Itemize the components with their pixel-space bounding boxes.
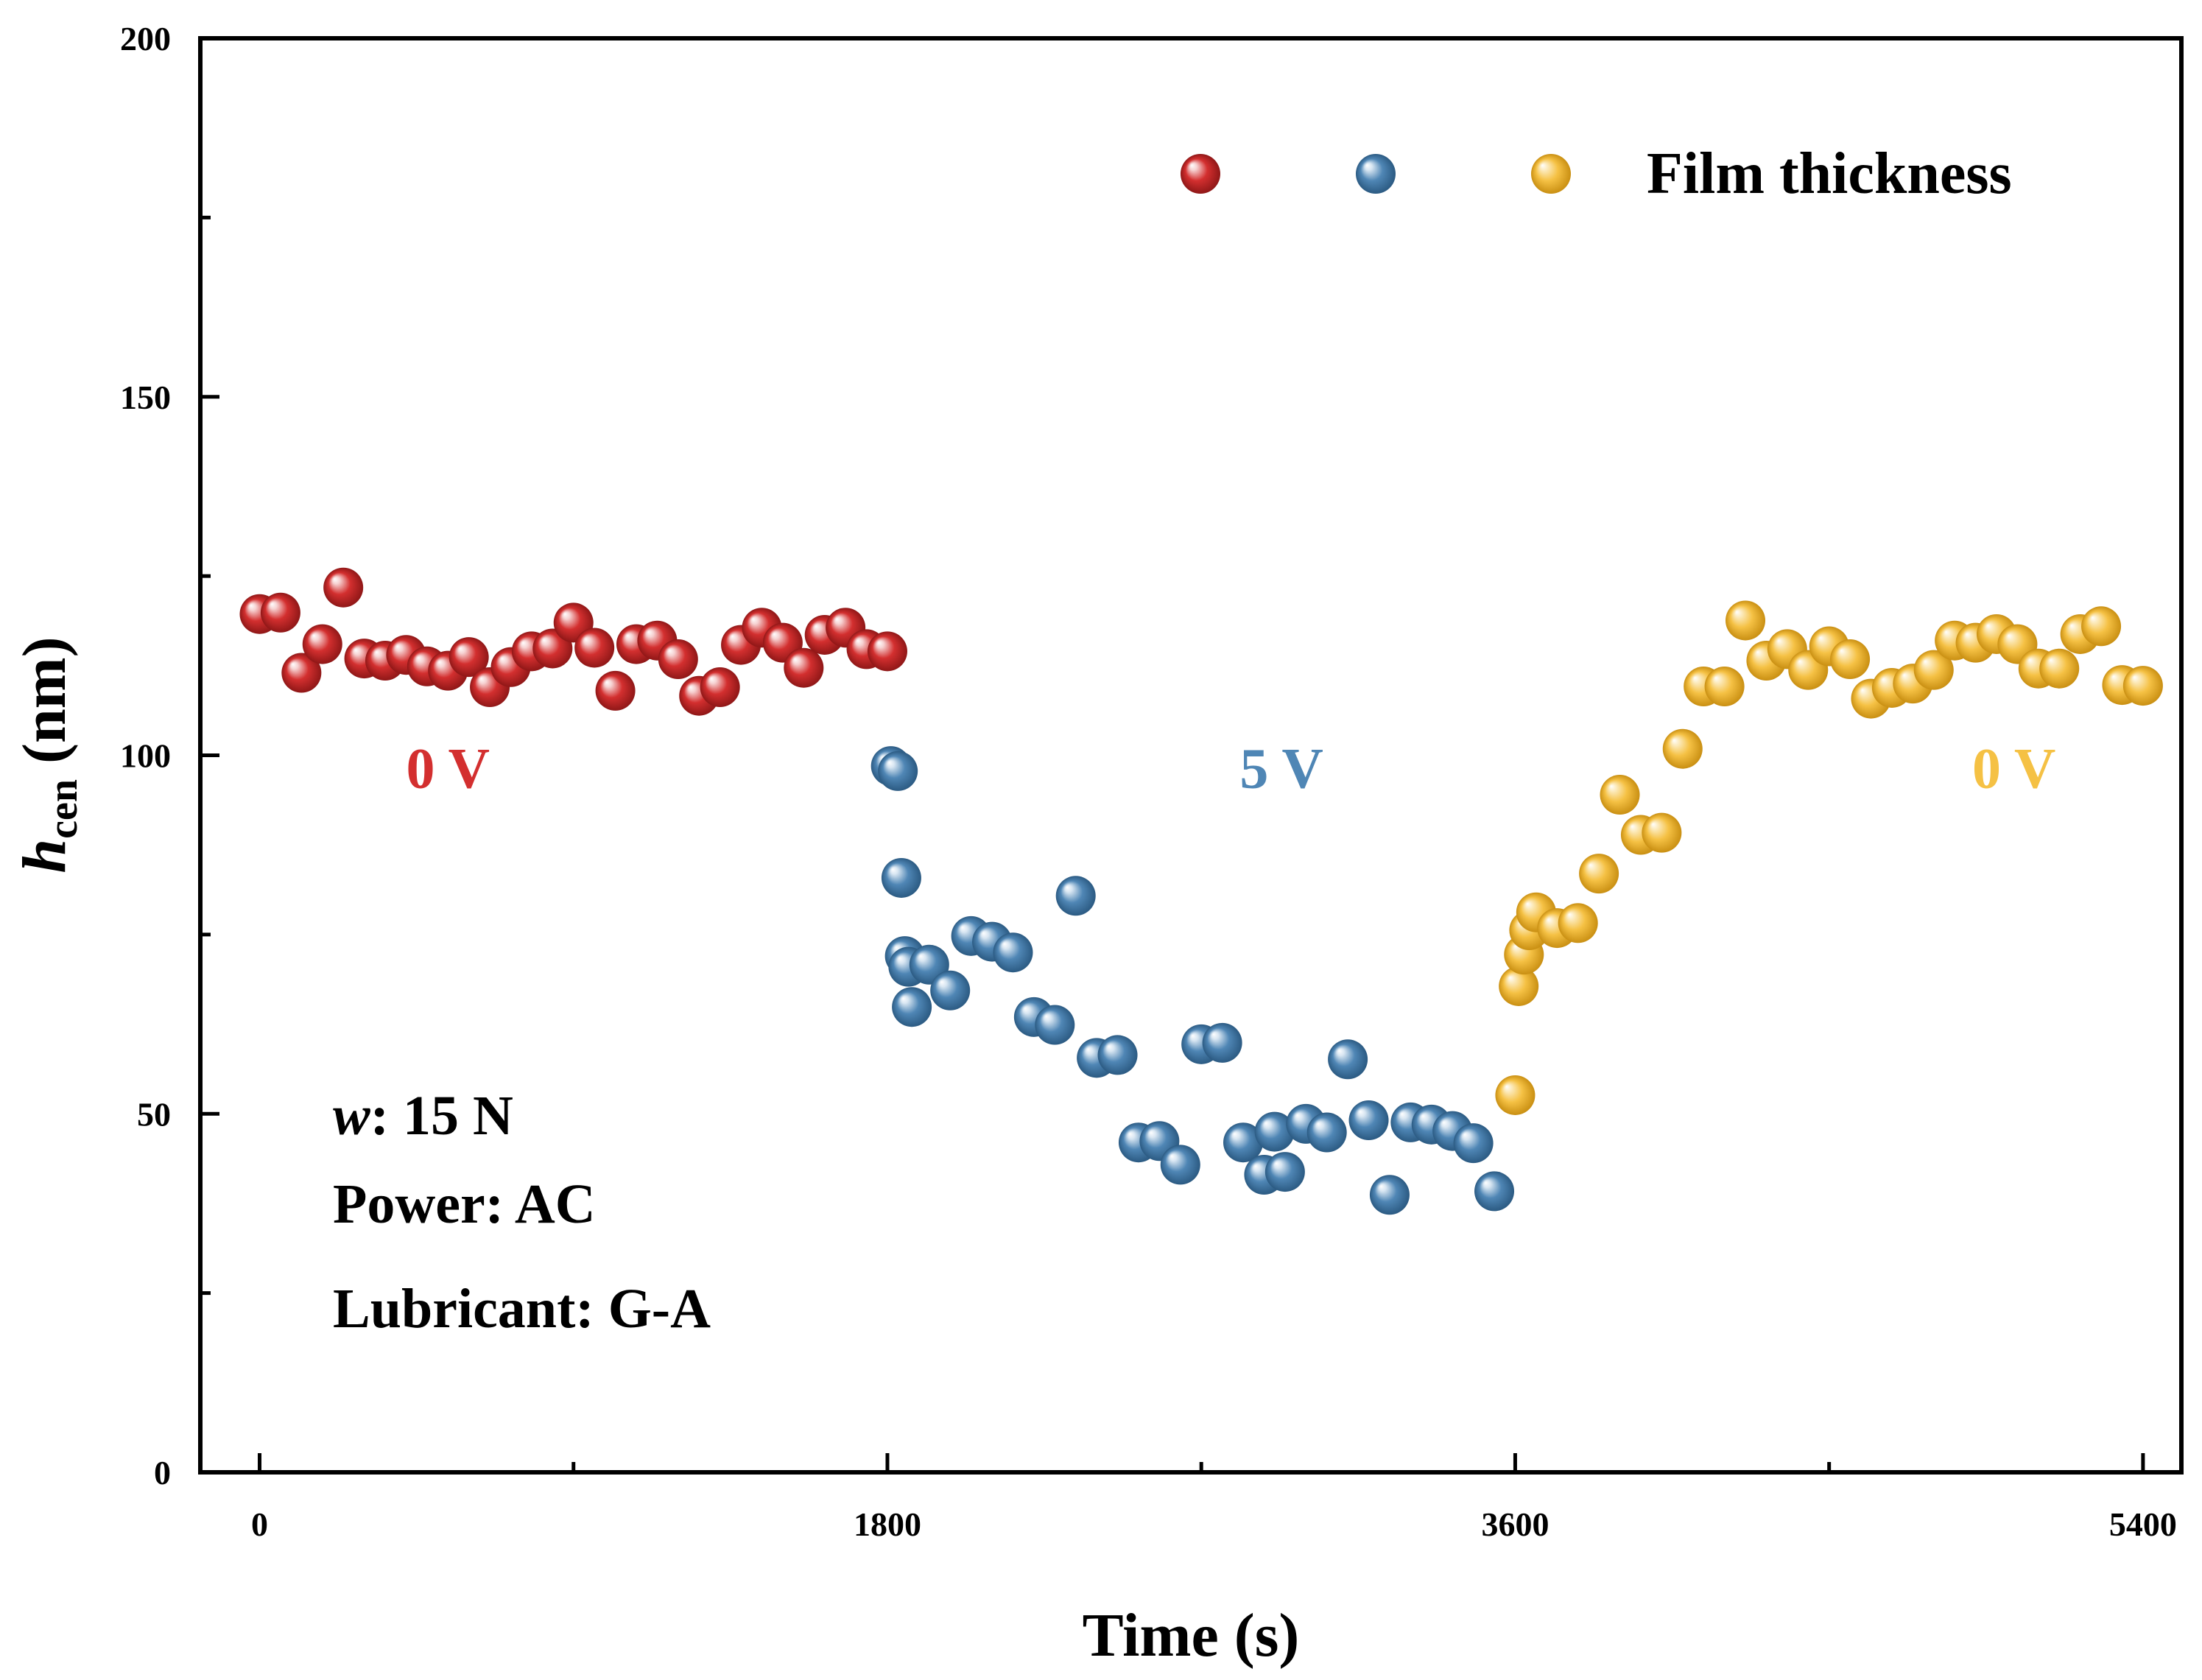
data-point (1369, 1175, 1410, 1215)
data-point (260, 592, 300, 633)
data-point (1474, 1171, 1515, 1212)
data-point (878, 751, 918, 791)
y-tick-label: 0 (154, 1454, 171, 1491)
voltage-label: 5 V (1239, 736, 1323, 800)
data-point (1223, 1122, 1264, 1163)
legend-marker-blue (1356, 154, 1396, 194)
load-value: : 15 N (370, 1085, 513, 1147)
annotations: 0 V 5 V 0 V (407, 736, 2056, 800)
y-axis-title-unit: (nm) (10, 636, 79, 779)
data-point (2039, 648, 2080, 689)
data-point (1579, 854, 1619, 894)
data-point (867, 631, 907, 672)
power-condition: Power: AC (333, 1173, 596, 1235)
data-point (1726, 600, 1766, 641)
data-point (595, 670, 636, 711)
data-point (658, 639, 698, 680)
legend: Film thickness (1181, 141, 2012, 206)
x-tick-label: 1800 (854, 1505, 921, 1543)
y-axis-title-main: h (10, 839, 79, 874)
x-tick-label: 0 (251, 1505, 268, 1543)
plot-frame (198, 36, 2184, 1475)
data-point (1254, 1111, 1295, 1152)
legend-label: Film thickness (1647, 141, 2012, 206)
series-2 (870, 746, 1515, 1215)
data-point (449, 637, 489, 678)
data-point (1202, 1022, 1242, 1063)
data-point (700, 667, 740, 708)
conditions-box: w: 15 N Power: AC Lubricant: G-A (333, 1085, 711, 1340)
data-markers (239, 567, 2163, 1215)
data-point (1558, 903, 1598, 943)
y-tick-label: 100 (120, 737, 171, 775)
voltage-label: 0 V (407, 736, 490, 800)
data-point (1642, 812, 1682, 853)
data-point (881, 857, 921, 898)
data-point (892, 987, 932, 1027)
data-point (1306, 1112, 1347, 1153)
load-condition: w: 15 N (333, 1085, 513, 1147)
data-point (1160, 1145, 1200, 1185)
data-point (1600, 775, 1640, 815)
x-axis-title: Time (s) (1083, 1601, 1300, 1670)
data-point (784, 647, 824, 688)
legend-marker-red (1181, 154, 1220, 194)
data-point (1328, 1039, 1368, 1080)
data-point (1499, 966, 1539, 1006)
lubricant-condition: Lubricant: G-A (333, 1278, 711, 1340)
data-point (993, 932, 1033, 973)
data-point (1264, 1152, 1305, 1192)
axes: 0 1800 3600 5400 0 50 100 150 200 (120, 20, 2177, 1543)
data-point (281, 653, 322, 693)
data-point (1453, 1123, 1494, 1164)
series-3 (1495, 600, 2163, 1115)
x-tick-label: 3600 (1481, 1505, 1549, 1543)
data-point (1035, 1005, 1075, 1045)
data-point (302, 624, 342, 664)
data-point (323, 567, 364, 608)
y-axis-title: hcen (nm) (10, 636, 86, 873)
voltage-label: 0 V (1972, 736, 2055, 800)
load-symbol: w (333, 1085, 370, 1147)
data-point (1348, 1100, 1389, 1141)
data-point (2122, 666, 2163, 706)
data-point (1055, 876, 1096, 916)
data-point (1662, 728, 1703, 769)
y-axis-title-sub: cen (41, 779, 86, 839)
legend-marker-yellow (1531, 154, 1571, 194)
y-tick-label: 200 (120, 20, 171, 57)
y-tick-label: 150 (120, 379, 171, 416)
data-point (1704, 667, 1745, 707)
data-point (574, 628, 615, 668)
data-point (1097, 1035, 1138, 1075)
data-point (930, 970, 971, 1011)
series-1 (239, 567, 907, 716)
y-tick-label: 50 (137, 1095, 171, 1133)
data-point (1913, 650, 1954, 690)
data-point (1830, 639, 1871, 680)
data-point (1495, 1075, 1536, 1115)
x-tick-label: 5400 (2109, 1505, 2177, 1543)
data-point (2081, 606, 2122, 647)
